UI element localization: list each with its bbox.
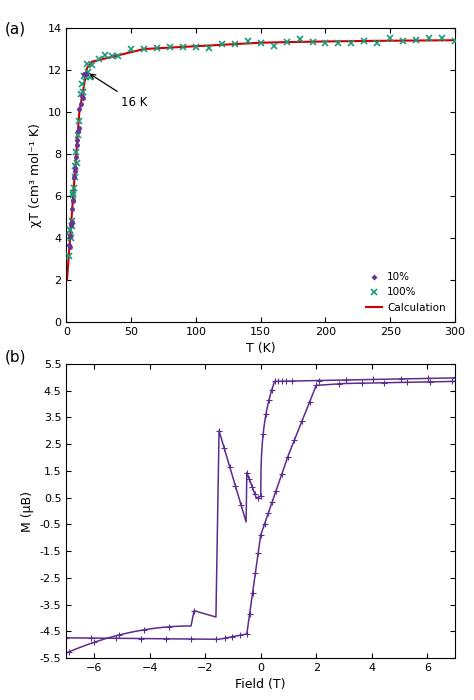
Y-axis label: χT (cm³ mol⁻¹ K): χT (cm³ mol⁻¹ K) (29, 123, 42, 227)
Text: 16 K: 16 K (91, 74, 147, 108)
Text: (a): (a) (5, 21, 26, 36)
X-axis label: Field (T): Field (T) (236, 678, 286, 692)
X-axis label: T (K): T (K) (246, 342, 275, 356)
Text: (b): (b) (5, 350, 26, 365)
Legend: 10%, 100%, Calculation: 10%, 100%, Calculation (362, 268, 450, 317)
Y-axis label: M (μB): M (μB) (21, 491, 34, 531)
